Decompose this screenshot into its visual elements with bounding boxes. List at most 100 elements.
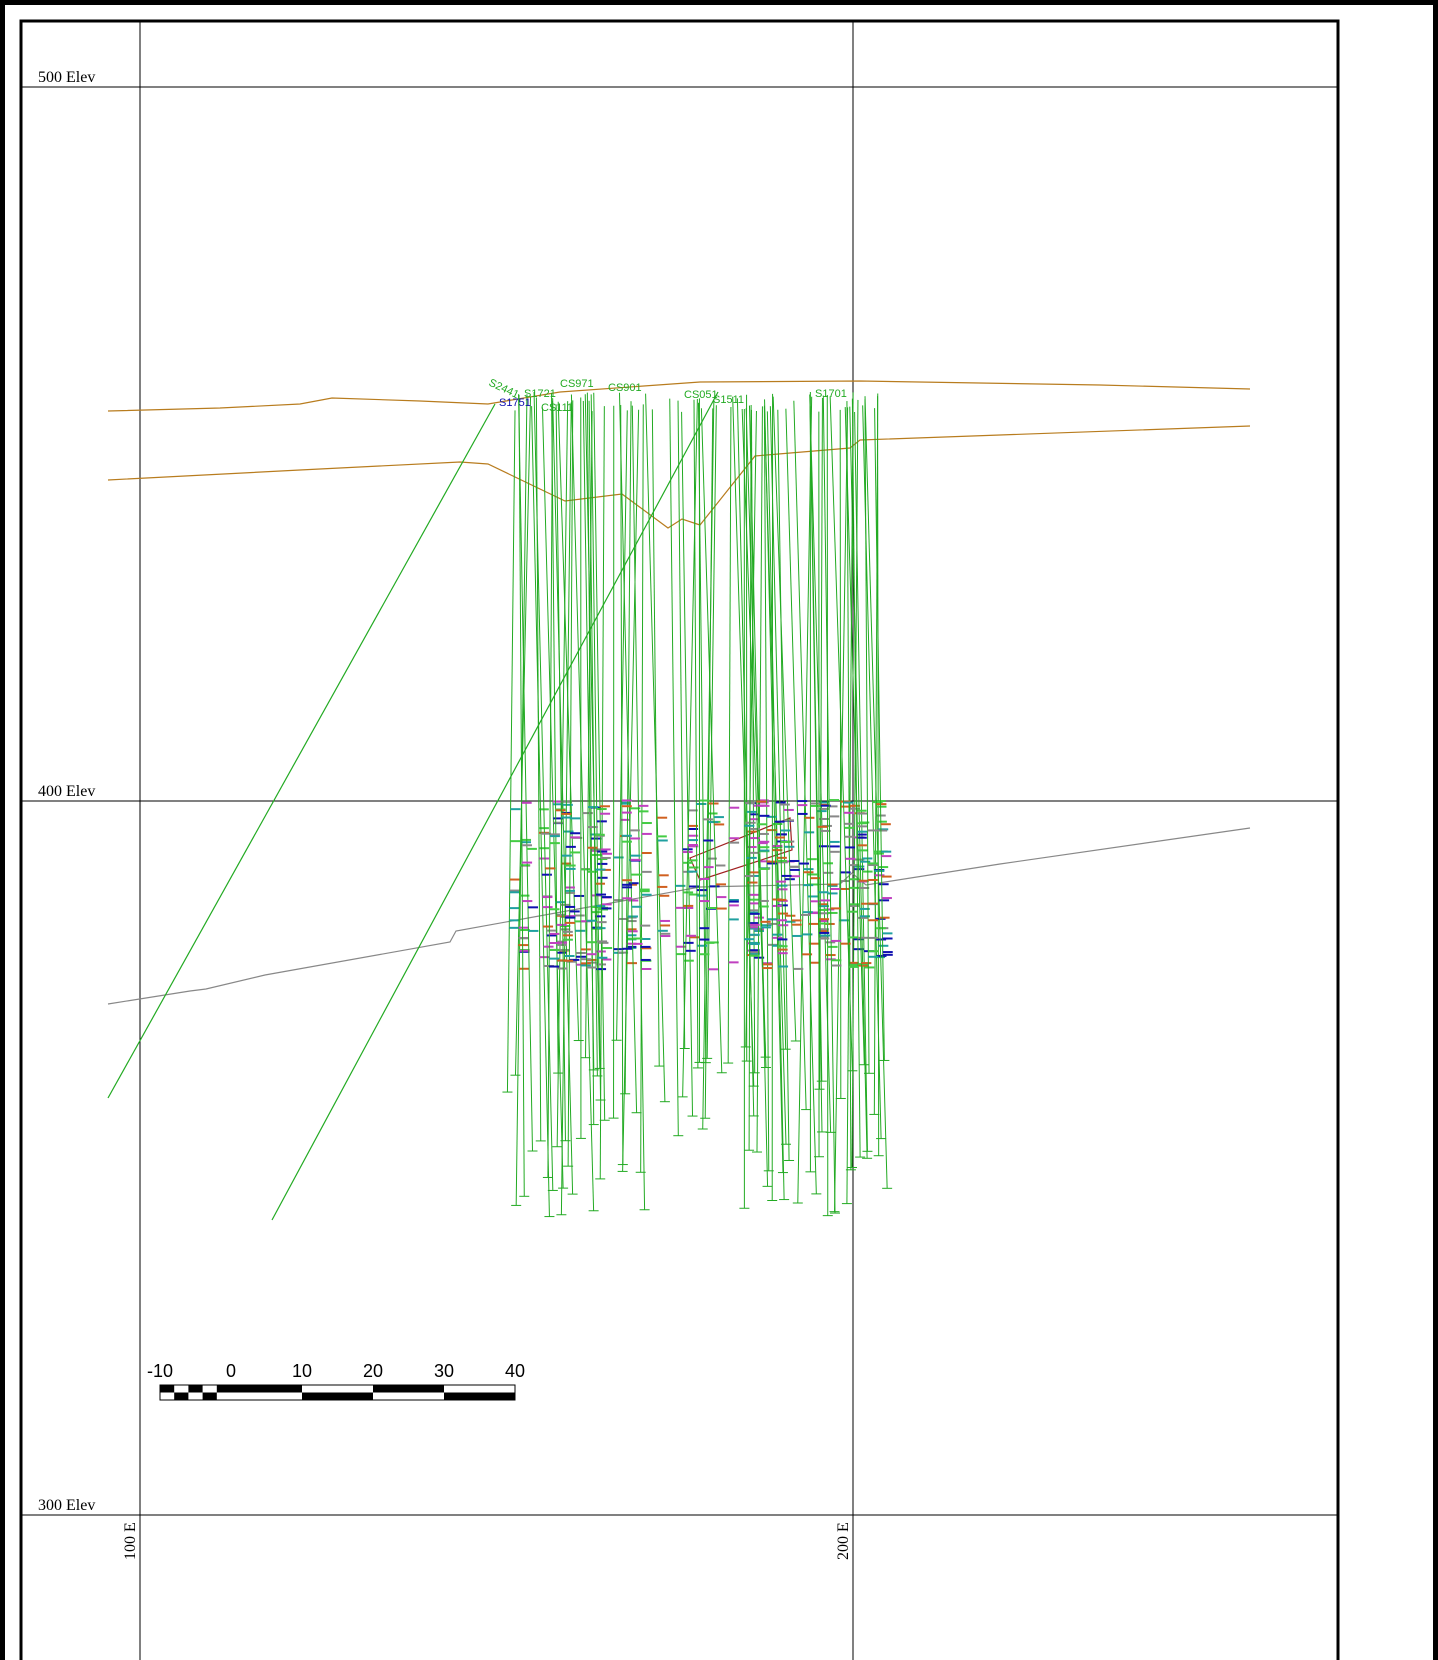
elevation-label: 400 Elev: [38, 783, 95, 800]
drillhole: [518, 394, 533, 1152]
drillhole: [822, 395, 836, 1214]
drillhole: [640, 404, 644, 1173]
drillhole: [570, 394, 595, 1211]
drillhole: [677, 400, 686, 1049]
scale-label: 20: [363, 1361, 383, 1381]
drillhole: [844, 407, 865, 1065]
geology: [107, 380, 1251, 1005]
scale-segment: [160, 1385, 175, 1393]
drillhole: [766, 411, 785, 1200]
drillhole: [560, 402, 572, 1215]
hole-label: S1721: [524, 388, 556, 400]
drillhole: [586, 392, 595, 1125]
drillhole: [854, 411, 868, 1152]
drillhole: [618, 392, 638, 1113]
inner-frame: [19, 19, 1340, 1660]
drillhole: [669, 398, 679, 1136]
drillhole: [567, 400, 574, 1167]
hole-label: CS111: [541, 402, 573, 414]
drillhole: [777, 409, 790, 1161]
scale-label: 30: [434, 1361, 454, 1381]
scale-label: 0: [226, 1361, 236, 1381]
drillhole: [748, 405, 752, 1151]
drillhole: [518, 394, 525, 1197]
drillhole: [620, 405, 624, 1165]
drillhole: [584, 394, 601, 1069]
drillhole: [551, 392, 559, 1074]
drillhole: [531, 406, 550, 1217]
drillhole: [547, 400, 554, 1178]
drillhole: [732, 396, 755, 1087]
drillhole: [874, 408, 885, 1061]
scale-segment: [202, 1392, 217, 1400]
scale-segment: [188, 1385, 203, 1393]
drillhole: [682, 398, 698, 1097]
hole-label: CS901: [608, 382, 642, 394]
hole-label: CS051: [684, 389, 718, 401]
drillhole: [834, 407, 849, 1212]
drillhole: [785, 408, 807, 1110]
scale-segment: [231, 1385, 302, 1393]
drillhole: [645, 393, 666, 1102]
drillhole: [622, 409, 640, 1172]
drillhole: [585, 411, 593, 1058]
drillhole: [107, 403, 496, 1099]
hole-labels: S2441 S1721S1751CS971CS111CS901CS051S1511…: [487, 377, 847, 414]
scale-segment: [444, 1392, 515, 1400]
scale-bar: -10 0 10 20 30 40: [147, 1361, 525, 1401]
hole-label: S1701: [815, 388, 847, 400]
drillhole: [873, 393, 879, 1115]
scale-segment: [174, 1392, 189, 1400]
drillhole: [809, 406, 823, 1082]
drillhole: [533, 392, 554, 1191]
drillhole: [693, 399, 699, 1068]
drillhole: [514, 396, 532, 1076]
drillhole: [555, 404, 566, 1141]
topography: [107, 380, 1251, 412]
drillhole: [846, 401, 852, 1170]
drillhole: [631, 405, 646, 1210]
drillhole: [748, 405, 769, 1187]
elevation-label: 500 Elev: [38, 69, 95, 86]
drillhole: [745, 408, 767, 1058]
hole-label: S1751: [499, 397, 531, 409]
drillhole: [590, 394, 602, 1101]
drillhole: [651, 409, 660, 1067]
scale-label: 40: [505, 1361, 525, 1381]
drillhole: [839, 409, 842, 1099]
drillhole: [552, 398, 574, 1195]
drillhole: [864, 399, 870, 1074]
grid: [21, 21, 1338, 1660]
drillhole: [763, 407, 770, 1171]
drillhole: [809, 394, 832, 1133]
drillholes: [107, 391, 893, 1221]
drillhole: [727, 407, 732, 1064]
drillhole: [557, 401, 580, 1041]
hole-label: CS971: [560, 378, 594, 390]
drillhole: [829, 396, 853, 1071]
drillhole: [864, 396, 888, 1189]
drillhole: [599, 406, 605, 1179]
drillhole: [849, 406, 868, 1159]
contact-line: [107, 425, 1251, 529]
drillhole: [764, 399, 784, 1173]
fault-line: [107, 827, 1251, 1005]
drillhole: [541, 407, 564, 1189]
scale-segment: [302, 1392, 373, 1400]
scale-label: 10: [292, 1361, 312, 1381]
drillhole: [271, 391, 719, 1221]
drillhole: [797, 396, 813, 1204]
drillhole: [588, 400, 598, 1076]
drillhole: [772, 396, 797, 1042]
scale-segment: [216, 1385, 231, 1393]
drillhole: [681, 411, 694, 1117]
drillhole: [769, 406, 787, 1050]
scale-segment: [373, 1385, 444, 1393]
drillhole: [704, 408, 714, 1119]
hole-label: S1511: [713, 394, 744, 406]
drillhole: [506, 410, 516, 1093]
drillhole: [593, 392, 606, 1121]
